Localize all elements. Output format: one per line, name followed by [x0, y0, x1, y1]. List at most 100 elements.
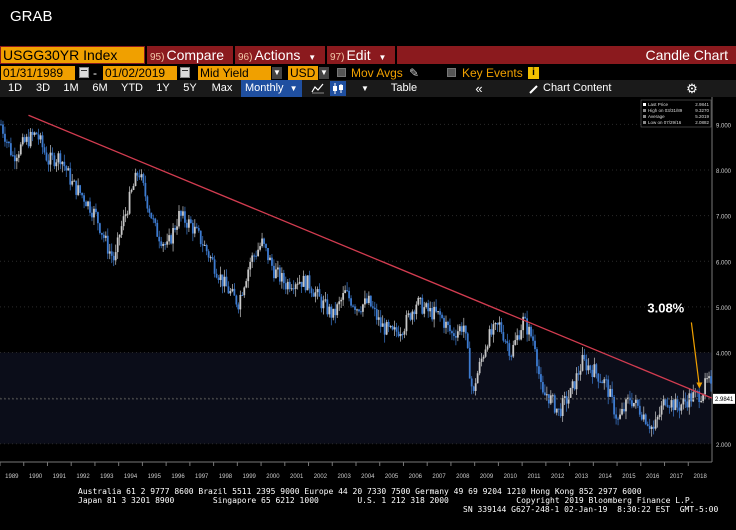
candle-body: [292, 288, 295, 290]
candle-body: [362, 304, 364, 312]
candle-body: [65, 166, 68, 171]
candle-body: [476, 373, 479, 384]
chevron-down-icon[interactable]: ▼: [319, 67, 329, 79]
candle-body: [528, 326, 530, 335]
currency-select[interactable]: USD: [288, 66, 318, 80]
line-chart-icon[interactable]: [311, 83, 325, 94]
gear-icon[interactable]: ⚙: [686, 81, 698, 96]
candle-body: [235, 295, 238, 305]
chevron-down-icon[interactable]: ▼: [361, 84, 369, 93]
actions-menu-button[interactable]: 96) Actions ▼: [238, 46, 316, 64]
candle-body: [132, 186, 135, 190]
candle-body: [698, 391, 701, 403]
candle-chart-icon[interactable]: [330, 81, 346, 96]
candle-body: [69, 168, 72, 185]
pencil-icon[interactable]: ✎: [409, 66, 420, 80]
period-1m-button[interactable]: 1M: [63, 82, 79, 94]
candle-body: [484, 349, 487, 357]
candle-body: [379, 317, 382, 327]
period-1d-button[interactable]: 1D: [7, 82, 23, 94]
candle-body: [371, 306, 374, 308]
candle-body: [282, 273, 285, 284]
candle-body: [120, 226, 123, 235]
candle-body: [381, 323, 384, 327]
candle-body: [138, 175, 141, 178]
pencil-icon[interactable]: [529, 84, 539, 94]
candle-body: [75, 180, 78, 195]
calendar-icon[interactable]: [79, 67, 89, 78]
candle-body: [162, 243, 165, 246]
legend-marker: [643, 103, 646, 106]
candle-body: [146, 196, 149, 209]
candle-body: [532, 336, 534, 341]
table-button[interactable]: Table: [390, 82, 418, 94]
candle-body: [605, 379, 608, 381]
mov-avgs-checkbox[interactable]: [337, 68, 346, 77]
start-date-input[interactable]: 01/31/1989: [1, 66, 75, 80]
candle-chart[interactable]: 2.0003.0004.0005.0006.0007.0008.0009.000…: [0, 97, 736, 530]
candle-body: [559, 408, 562, 417]
info-icon[interactable]: i: [528, 67, 539, 79]
field-select[interactable]: Mid Yield: [198, 66, 271, 80]
period-max-button[interactable]: Max: [211, 82, 233, 94]
candle-body: [545, 394, 548, 396]
candle-body: [63, 161, 66, 167]
candle-body: [591, 369, 594, 378]
candle-body: [215, 273, 218, 278]
candle-body: [597, 373, 600, 382]
candle-body: [13, 155, 16, 162]
candle-body: [680, 404, 683, 411]
candle-body: [666, 404, 669, 407]
candle-body: [397, 331, 400, 337]
candle-body: [83, 195, 85, 202]
x-tick-label: 1990: [29, 474, 43, 480]
candle-body: [627, 397, 629, 400]
candle-body: [338, 301, 341, 305]
ticker-input[interactable]: USGG30YR Index: [1, 47, 144, 63]
candle-body: [49, 152, 52, 165]
caret-down-icon: ▼: [378, 53, 387, 62]
candle-body: [409, 313, 412, 320]
candle-body: [229, 291, 232, 294]
candle-body: [603, 379, 606, 384]
chevron-down-icon[interactable]: ▼: [272, 67, 282, 79]
period-3d-button[interactable]: 3D: [35, 82, 51, 94]
period-ytd-button[interactable]: YTD: [121, 82, 143, 94]
candle-body: [221, 274, 224, 287]
compare-shortcut: 95): [150, 52, 165, 63]
candle-body: [33, 132, 36, 135]
candle-body: [447, 321, 449, 326]
x-tick-label: 2009: [480, 474, 494, 480]
candle-body: [195, 226, 198, 229]
candle-body: [37, 134, 40, 140]
candle-body: [308, 275, 311, 289]
compare-button[interactable]: 95) Compare: [150, 46, 224, 64]
annotation-arrow: [690, 322, 700, 387]
chart-content-button[interactable]: Chart Content: [543, 82, 612, 94]
candle-body: [51, 152, 54, 156]
collapse-icon[interactable]: «: [475, 81, 483, 96]
candle-body: [433, 306, 436, 320]
key-events-checkbox[interactable]: [447, 68, 456, 77]
edit-menu-button[interactable]: 97) Edit ▼: [330, 46, 386, 64]
chart-type-label: Candle Chart: [645, 47, 729, 63]
frequency-select[interactable]: Monthly ▼: [241, 80, 302, 97]
y-tick-label: 8.000: [716, 169, 732, 175]
period-1y-button[interactable]: 1Y: [156, 82, 170, 94]
calendar-icon[interactable]: [180, 67, 190, 78]
period-5y-button[interactable]: 5Y: [183, 82, 197, 94]
candle-body: [328, 306, 331, 315]
candle-body: [498, 322, 501, 325]
candle-body: [393, 327, 396, 330]
period-6m-button[interactable]: 6M: [92, 82, 108, 94]
candle-body: [116, 237, 119, 253]
candle-body: [702, 394, 705, 401]
end-date-input[interactable]: 01/02/2019: [103, 66, 177, 80]
candle-body: [148, 208, 151, 213]
candle-body: [95, 208, 97, 213]
candle-body: [150, 212, 153, 219]
candle-body: [85, 201, 87, 207]
candle-body: [176, 226, 178, 230]
x-tick-label: 2012: [551, 474, 565, 480]
candle-body: [407, 313, 410, 315]
